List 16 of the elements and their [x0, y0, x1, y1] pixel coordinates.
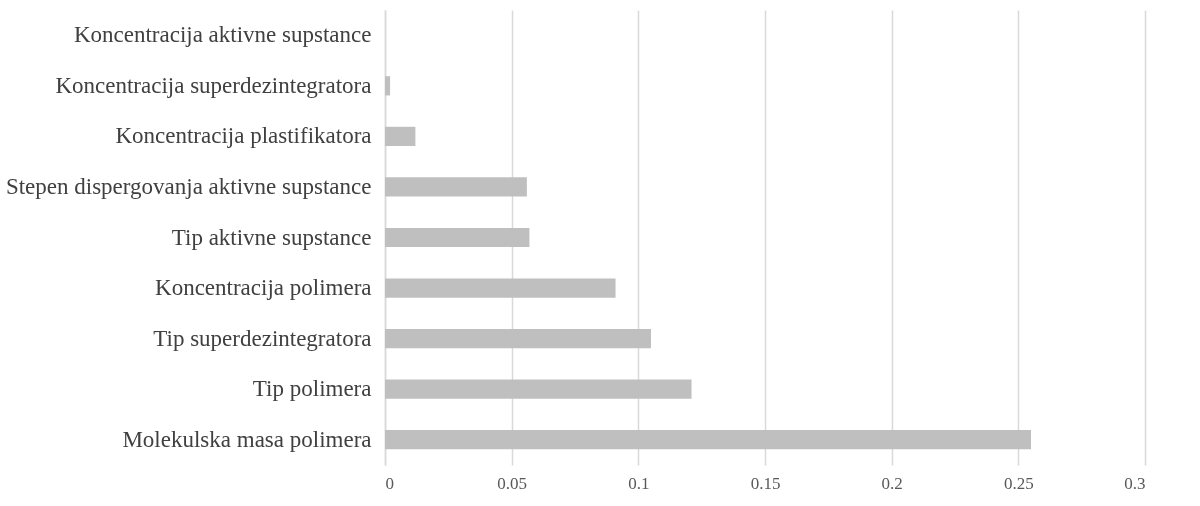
x-tick-label: 0.15: [750, 473, 781, 493]
y-tick-label: Tip aktivne supstance: [171, 224, 372, 250]
x-tick-label: 0.3: [1124, 473, 1146, 493]
y-tick-label: Koncentracija polimera: [155, 275, 372, 301]
x-tick-label: 0.2: [881, 473, 903, 493]
y-tick-label: Stepen dispergovanja aktivne supstance: [5, 173, 372, 199]
y-tick-label: Tip polimera: [252, 376, 372, 402]
x-tick-label: 0: [385, 473, 394, 493]
x-tick-label: 0.05: [497, 473, 528, 493]
y-tick-label: Koncentracija plastifikatora: [115, 123, 372, 149]
y-tick-label: Molekulska masa polimera: [122, 426, 372, 452]
x-tick-label: 0.25: [1003, 473, 1034, 493]
y-tick-label: Koncentracija aktivne supstance: [73, 22, 372, 48]
y-tick-label: Tip superdezintegratora: [153, 325, 372, 351]
y-tick-label: Koncentracija superdezintegratora: [55, 72, 372, 98]
x-tick-label: 0.1: [628, 473, 650, 493]
